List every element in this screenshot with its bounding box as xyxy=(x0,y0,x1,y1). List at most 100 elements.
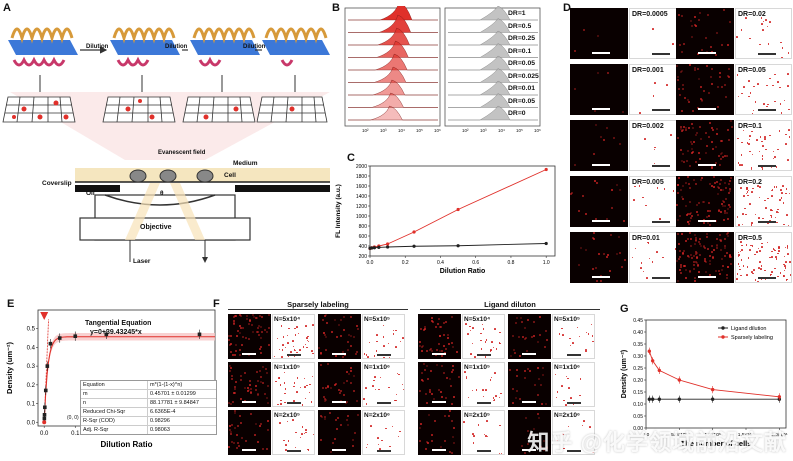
localized-spot xyxy=(640,262,643,264)
fluorescent-spot xyxy=(246,389,249,392)
localized-spot xyxy=(485,389,487,391)
localized-spot xyxy=(754,253,756,256)
fluorescent-spot xyxy=(723,201,726,204)
fluorescent-spot xyxy=(719,140,722,143)
localized-spot xyxy=(653,162,656,165)
fluorescent-spot xyxy=(686,237,689,240)
localized-spot xyxy=(749,203,751,205)
fluorescent-spot xyxy=(676,192,679,195)
localized-spot xyxy=(785,279,788,281)
fluorescent-spot xyxy=(266,420,269,423)
y-tick-label: 0.05 xyxy=(633,414,643,420)
localized-spot xyxy=(363,397,365,400)
localized-spot xyxy=(652,95,655,97)
fluorescent-spot xyxy=(537,417,540,420)
fluorescent-spot xyxy=(245,439,248,442)
sparse-title: Sparsely labeling xyxy=(228,300,408,310)
y-tick-label: 1000 xyxy=(356,214,367,220)
fluorescent-spot xyxy=(352,374,355,377)
fluorescent-spot xyxy=(681,152,684,155)
fluorescent-spot xyxy=(615,253,618,256)
fluorescent-spot xyxy=(259,326,262,329)
localized-spot xyxy=(779,41,782,44)
fluorescent-spot xyxy=(689,64,692,67)
localized-spot xyxy=(761,158,764,160)
fluorescent-spot xyxy=(682,253,685,256)
localized-spot xyxy=(370,425,372,427)
micrograph-fluorescence xyxy=(508,362,551,407)
fluorescent-spot xyxy=(706,248,709,251)
fluorescent-spot xyxy=(246,317,249,320)
fluorescent-spot xyxy=(679,264,682,267)
fluorescent-spot xyxy=(603,253,606,256)
fluorescent-spot xyxy=(607,254,610,256)
localized-spot xyxy=(772,150,775,153)
fluorescent-spot xyxy=(621,266,624,269)
fluorescent-spot xyxy=(440,325,443,328)
localized-spot xyxy=(280,325,282,327)
localized-spot xyxy=(585,349,587,351)
localized-spot xyxy=(777,211,780,214)
fluorescent-spot xyxy=(694,182,697,185)
data-point xyxy=(57,336,62,340)
localized-spot xyxy=(572,342,574,344)
fluorescent-spot xyxy=(232,400,235,403)
fluorescent-spot xyxy=(243,399,246,402)
fluorescent-spot xyxy=(515,369,518,372)
histogram-grey xyxy=(448,68,538,83)
evanescent-field-label: Evanescent field xyxy=(158,150,206,156)
fluorescent-spot xyxy=(694,242,697,245)
localized-spot xyxy=(367,356,369,358)
fluorescent-spot xyxy=(243,386,246,389)
micrograph-fluorescence xyxy=(318,410,361,455)
y-tick-label: 0.45 xyxy=(633,318,643,324)
fluorescent-spot xyxy=(574,164,577,167)
fluorescent-spot xyxy=(228,339,231,342)
legend-marker xyxy=(721,335,725,339)
localized-spot xyxy=(787,73,789,75)
localized-spot xyxy=(293,385,295,388)
localized-spot xyxy=(365,387,367,389)
fluorescent-spot xyxy=(514,322,517,325)
localized-spot xyxy=(463,421,465,423)
tick-label: 10³ xyxy=(380,128,387,133)
fluorescent-spot xyxy=(420,371,423,374)
localized-spot xyxy=(305,429,307,431)
fit-table-row: n 88.17781 ± 9.84847 xyxy=(81,398,216,407)
panel-b-label: B xyxy=(332,2,340,14)
localized-spot xyxy=(737,255,740,258)
x-tick-label: 0.8 xyxy=(507,260,514,266)
fluorescent-spot xyxy=(419,344,422,347)
localized-spot xyxy=(402,388,404,391)
dr-label: DR=0.25 xyxy=(508,35,536,42)
fluorescent-spot xyxy=(717,269,720,272)
fluorescent-spot xyxy=(330,450,333,453)
localized-spot xyxy=(783,223,786,226)
fluorescent-spot xyxy=(706,222,709,225)
scale-bar xyxy=(287,450,301,452)
fluorescent-spot xyxy=(526,319,529,322)
localized-spot xyxy=(654,82,656,84)
localized-spot xyxy=(642,270,645,273)
localized-spot xyxy=(741,92,743,95)
fluorescent-spot xyxy=(437,389,440,392)
fluorescent-spot xyxy=(353,335,356,338)
localized-spot xyxy=(486,435,489,438)
fluorescent-spot xyxy=(452,346,455,349)
fluorescent-spot xyxy=(612,136,615,139)
localized-spot xyxy=(742,129,745,132)
fluorescent-spot xyxy=(712,176,715,179)
fluorescent-spot xyxy=(240,343,243,346)
localized-spot xyxy=(472,327,474,329)
fluorescent-spot xyxy=(725,187,728,190)
fluorescent-spot xyxy=(721,269,724,272)
panel-f-label: F xyxy=(213,298,220,310)
fit-table-value: 0.98063 xyxy=(150,427,170,433)
data-point xyxy=(647,397,652,401)
localized-spot xyxy=(589,426,591,428)
localized-spot xyxy=(751,191,753,193)
localized-spot xyxy=(286,334,289,337)
y-tick-label: 0.20 xyxy=(633,378,643,384)
micrograph-fluorescence xyxy=(676,120,734,171)
panel-c-chart: 200 400 600 800 1000 1200 1400 1600 1800 2000 0.0 0… xyxy=(335,164,556,275)
